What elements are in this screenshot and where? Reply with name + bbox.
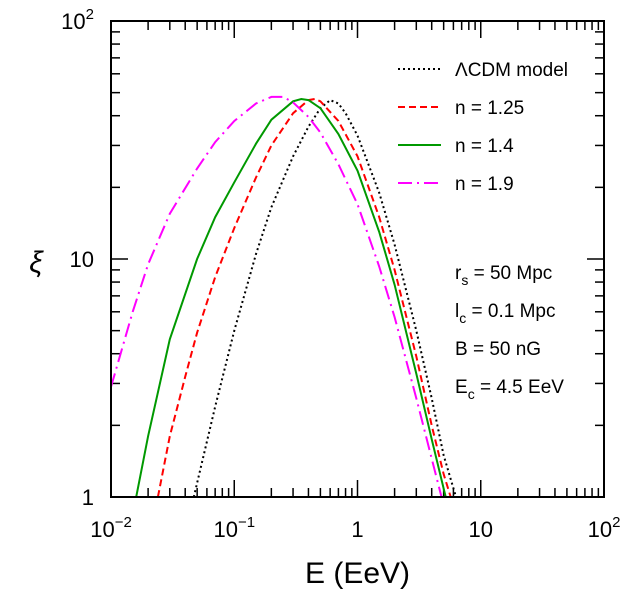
annotation-lc: lc = 0.1 Mpc — [455, 301, 555, 326]
parameter-annotations: rs = 50 Mpc lc = 0.1 Mpc B = 50 nG Ec = 4.5… — [455, 263, 564, 402]
x-tick-label: 1 — [351, 517, 363, 542]
tick-labels: 10−2 10−1 1 10 102 1 10 102 — [61, 6, 620, 542]
legend: ΛCDM model n = 1.25 n = 1.4 n = 1.9 — [398, 60, 568, 195]
x-tick-label: 10−1 — [213, 514, 255, 542]
annotation-rs: rs = 50 Mpc — [455, 263, 552, 288]
series-line-3 — [135, 97, 447, 497]
plot-frame — [110, 20, 605, 498]
axis-ticks — [110, 21, 604, 498]
series-line-4 — [111, 95, 443, 497]
y-tick-label: 102 — [61, 6, 94, 34]
annotation-Ec: Ec = 4.5 EeV — [455, 377, 564, 402]
annotation-B: B = 50 nG — [455, 339, 541, 360]
x-tick-label: 10−2 — [90, 514, 132, 542]
x-tick-label: 10 — [469, 517, 493, 542]
series-line-2 — [156, 97, 452, 497]
y-tick-label: 10 — [70, 247, 94, 272]
legend-label-1: ΛCDM model — [455, 60, 568, 81]
legend-label-2: n = 1.25 — [455, 98, 524, 119]
legend-label-3: n = 1.4 — [455, 136, 514, 157]
y-axis-title: ξ — [29, 246, 44, 279]
series-line-1 — [192, 98, 457, 497]
x-axis-title: E (EeV) — [305, 557, 410, 590]
x-tick-label: 102 — [588, 514, 621, 542]
y-tick-label: 1 — [82, 485, 94, 510]
legend-label-4: n = 1.9 — [455, 174, 514, 195]
series-lines — [111, 95, 457, 497]
